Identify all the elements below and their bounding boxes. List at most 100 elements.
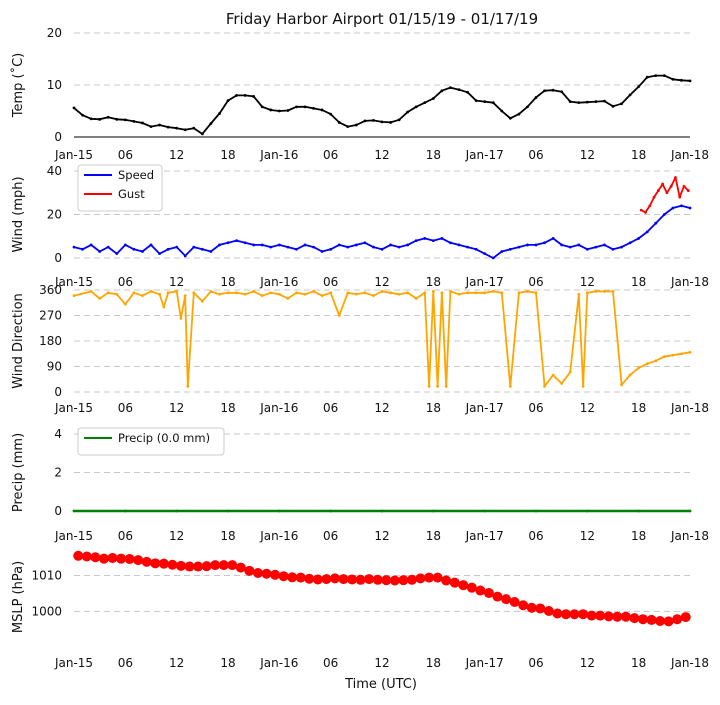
pressure-point: [441, 575, 452, 586]
data-point: [669, 184, 673, 188]
data-point: [252, 95, 256, 98]
y-tick-label: 0: [54, 385, 62, 399]
pressure-point: [244, 565, 255, 576]
data-point: [620, 102, 623, 106]
data-point: [662, 213, 666, 216]
data-point: [179, 316, 183, 320]
data-point: [175, 509, 179, 513]
data-point: [98, 250, 102, 253]
data-point: [389, 243, 392, 247]
data-point: [132, 120, 136, 123]
x-axis-label: Time (UTC): [344, 677, 417, 692]
data-point: [671, 77, 675, 81]
data-point: [260, 105, 264, 109]
data-point: [581, 384, 585, 388]
pressure-point: [227, 560, 238, 571]
data-point: [226, 99, 230, 102]
pressure-point: [449, 577, 460, 588]
x-tick-label: 18: [220, 275, 235, 289]
pressure-point: [398, 575, 409, 586]
pressure-point: [278, 571, 289, 582]
data-point: [508, 247, 512, 251]
x-tick-label: 12: [169, 401, 184, 415]
data-point: [637, 366, 641, 370]
series-line-0: [73, 74, 691, 135]
data-point: [166, 247, 170, 251]
data-point: [688, 206, 692, 210]
legend-label: Precip (0.0 mm): [118, 431, 210, 445]
data-point: [680, 78, 683, 82]
data-point: [449, 86, 452, 89]
data-point: [560, 243, 564, 247]
pressure-point: [167, 559, 178, 570]
pressure-point: [372, 574, 383, 585]
data-point: [662, 355, 666, 358]
data-point: [209, 290, 213, 293]
data-point: [603, 290, 606, 293]
data-point: [389, 291, 392, 295]
x-tick-label: 18: [426, 401, 441, 415]
panel-3: 0 2 4 Jan-15 06 12 18 Jan-16 06 12 18 Jan-17 06 12 18 J…: [11, 427, 709, 543]
data-point: [474, 247, 478, 251]
data-point: [466, 90, 469, 94]
pressure-point: [406, 574, 417, 585]
data-point: [372, 294, 375, 298]
pressure-point: [312, 574, 323, 585]
data-point: [81, 247, 84, 251]
x-tick-label: 18: [426, 275, 441, 289]
data-point: [620, 383, 623, 387]
data-point: [500, 291, 504, 295]
data-point: [662, 74, 666, 78]
data-point: [175, 290, 179, 293]
x-tick-label: 12: [169, 275, 184, 289]
y-axis-label: MSLP (hPa): [11, 561, 26, 633]
x-tick-label: 06: [323, 148, 338, 162]
x-tick-label: 06: [528, 656, 543, 670]
data-point: [678, 195, 682, 199]
x-tick-label: 12: [580, 275, 595, 289]
x-tick-label: Jan-15: [54, 148, 93, 162]
x-tick-label: 12: [580, 656, 595, 670]
data-point: [320, 250, 324, 253]
pressure-point: [483, 588, 494, 599]
x-tick-label: 18: [220, 148, 235, 162]
y-tick-label: 20: [47, 208, 62, 222]
x-tick-label: Jan-17: [465, 401, 504, 415]
x-tick-label: 06: [528, 275, 543, 289]
data-point: [269, 108, 273, 112]
data-point: [312, 290, 315, 293]
x-tick-label: 12: [169, 529, 184, 543]
x-tick-label: Jan-15: [54, 275, 93, 289]
data-point: [611, 290, 615, 293]
data-point: [483, 252, 487, 256]
x-tick-label: Jan-16: [259, 656, 298, 670]
data-point: [141, 121, 144, 125]
data-point: [483, 291, 487, 295]
data-point: [132, 247, 136, 251]
data-point: [312, 107, 315, 110]
data-point: [226, 509, 230, 513]
data-point: [329, 509, 333, 513]
pressure-point: [295, 572, 306, 583]
data-point: [637, 509, 641, 513]
y-tick-label: 1000: [31, 604, 62, 618]
data-point: [106, 291, 110, 295]
x-tick-label: Jan-18: [670, 656, 709, 670]
y-tick-label: 40: [47, 164, 62, 178]
pressure-point: [655, 616, 666, 627]
data-point: [483, 509, 487, 513]
data-point: [354, 243, 358, 247]
data-point: [372, 118, 375, 122]
data-point: [648, 204, 652, 208]
y-tick-label: 20: [47, 26, 62, 40]
data-point: [243, 94, 247, 97]
data-point: [688, 509, 692, 513]
pressure-point: [90, 552, 101, 563]
data-point: [427, 384, 431, 388]
x-tick-label: 18: [220, 529, 235, 543]
pressure-point: [569, 609, 580, 620]
pressure-point: [629, 613, 640, 624]
pressure-point: [141, 556, 152, 567]
data-point: [363, 291, 367, 295]
data-point: [158, 252, 161, 256]
